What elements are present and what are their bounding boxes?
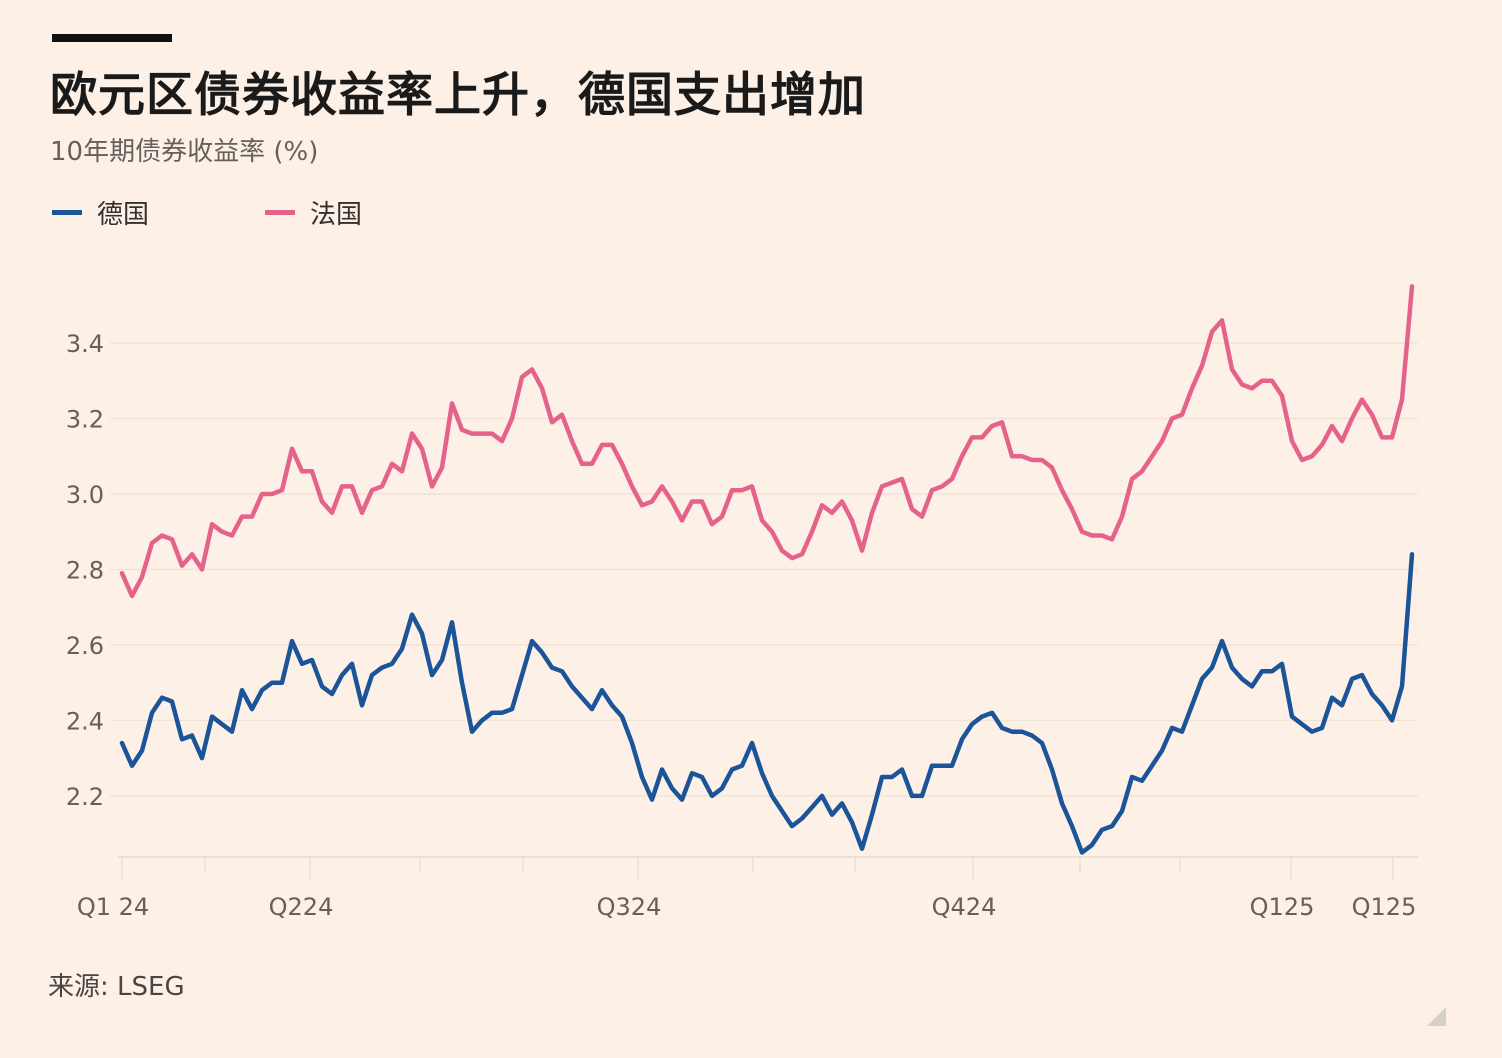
y-tick-label: 2.4 [66, 707, 104, 735]
y-tick-label: 2.8 [66, 556, 104, 584]
series-lines [119, 284, 1415, 855]
source-note: 来源: LSEG [48, 972, 185, 1002]
y-tick-label: 3.0 [66, 481, 104, 509]
y-tick-label: 3.2 [66, 405, 104, 433]
x-tick-label: Q324 [597, 893, 662, 921]
x-tick-label: Q424 [932, 893, 997, 921]
series-line-germany [119, 552, 1415, 855]
x-tick-label: Q125 [1352, 893, 1417, 921]
legend-swatch-germany [52, 210, 82, 215]
y-tick-label: 2.6 [66, 632, 104, 660]
legend-swatch-france [265, 210, 296, 215]
resize-corner-icon [1427, 1007, 1446, 1026]
x-tick-label: Q224 [269, 893, 334, 921]
chart-subtitle: 10年期债券收益率 (%) [50, 137, 319, 167]
title-accent-bar [52, 34, 172, 42]
y-axis: 2.2 2.4 2.6 2.8 3.0 3.2 3.4 [66, 330, 104, 811]
gridlines [110, 342, 1418, 797]
series-line-france [119, 284, 1415, 599]
legend-item-germany: 德国 [52, 194, 149, 231]
y-tick-label: 2.2 [66, 783, 104, 811]
x-axis: Q1 24 Q224 Q324 Q424 Q125 Q125 [77, 856, 1418, 921]
legend-item-france: 法国 [265, 194, 362, 231]
x-tick-label: Q1 24 [77, 893, 149, 921]
legend: 德国 法国 [52, 194, 420, 231]
y-tick-label: 3.4 [66, 330, 104, 358]
x-tick-label: Q125 [1250, 893, 1315, 921]
legend-label-france: 法国 [310, 200, 363, 230]
legend-label-germany: 德国 [97, 200, 150, 230]
chart-title: 欧元区债券收益率上升，德国支出增加 [50, 68, 866, 123]
